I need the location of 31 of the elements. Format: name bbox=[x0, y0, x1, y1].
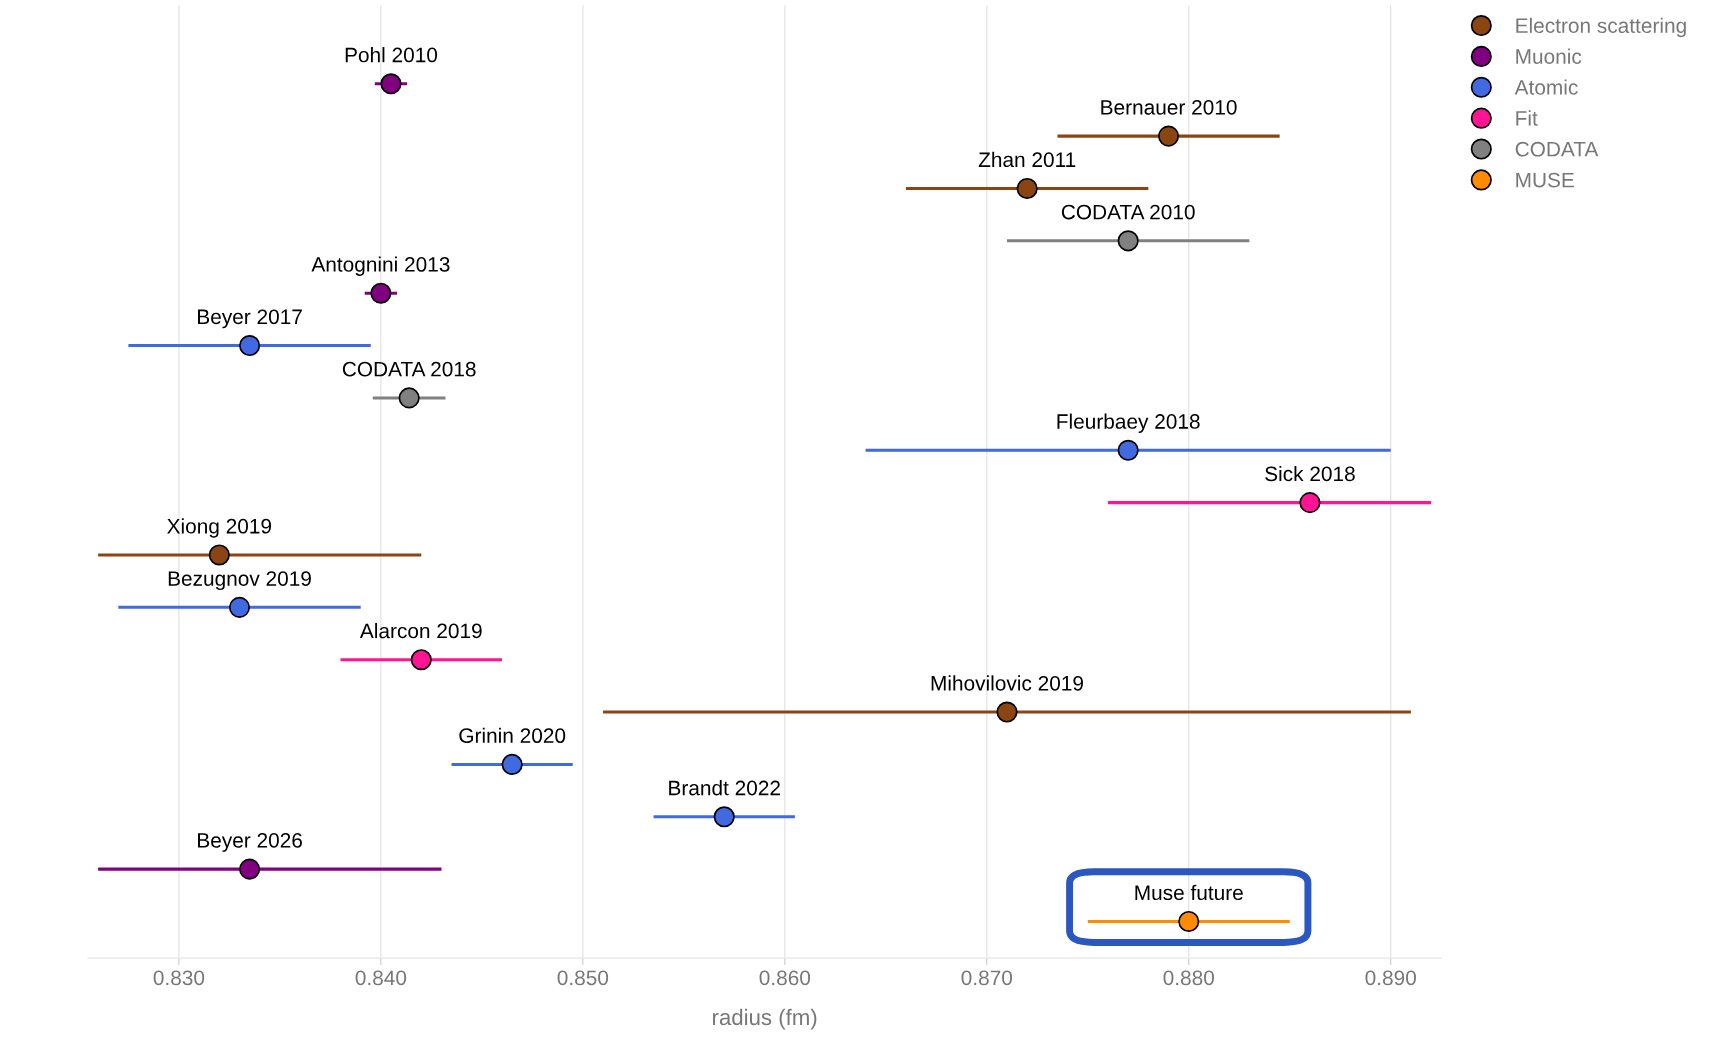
y-tick-label: Bernauer 2010 bbox=[1101, 99, 1237, 115]
y-tick-label: Fleurbaey 2018 bbox=[1057, 413, 1200, 433]
y-tick-label: Mihovilovic 2019 bbox=[931, 675, 1083, 691]
x-tick-label: 0.870 bbox=[961, 970, 1013, 986]
y-tick-label: Beyer 2026 bbox=[198, 832, 302, 852]
x-tick-label: 0.860 bbox=[759, 970, 811, 986]
legend-label: MUSE bbox=[1516, 172, 1574, 188]
x-tick-label: 0.880 bbox=[1163, 970, 1215, 986]
legend-label: Muonic bbox=[1516, 48, 1582, 64]
x-tick-label: 0.840 bbox=[355, 970, 407, 986]
y-tick-label: CODATA 2018 bbox=[342, 361, 476, 377]
y-tick-label: Pohl 2010 bbox=[345, 47, 438, 63]
y-tick-label: Xiong 2019 bbox=[167, 518, 272, 538]
y-tick-label: Zhan 2011 bbox=[978, 151, 1076, 168]
y-tick-label: Antognini 2013 bbox=[311, 256, 450, 276]
y-tick-label: Muse future bbox=[1135, 884, 1243, 901]
x-tick-label: 0.850 bbox=[557, 970, 609, 986]
legend-label: Atomic bbox=[1514, 79, 1578, 95]
y-tick-label: Brandt 2022 bbox=[669, 780, 780, 796]
x-tick-label: 0.830 bbox=[153, 970, 205, 986]
legend-label: Electron scattering bbox=[1516, 17, 1686, 38]
x-tick-label: 0.890 bbox=[1365, 970, 1416, 986]
y-tick-label: Bezugnov 2019 bbox=[168, 571, 311, 591]
legend-label: Fit bbox=[1516, 110, 1538, 126]
y-tick-label: CODATA 2010 bbox=[1061, 204, 1195, 220]
x-axis-title: radius (fm) bbox=[713, 1008, 817, 1030]
y-tick-label: Beyer 2017 bbox=[198, 309, 302, 329]
y-tick-label: Alarcon 2019 bbox=[359, 623, 482, 639]
legend-label: CODATA bbox=[1515, 141, 1599, 157]
y-tick-label: Grinin 2020 bbox=[459, 727, 566, 744]
y-tick-label: Sick 2018 bbox=[1265, 465, 1355, 482]
